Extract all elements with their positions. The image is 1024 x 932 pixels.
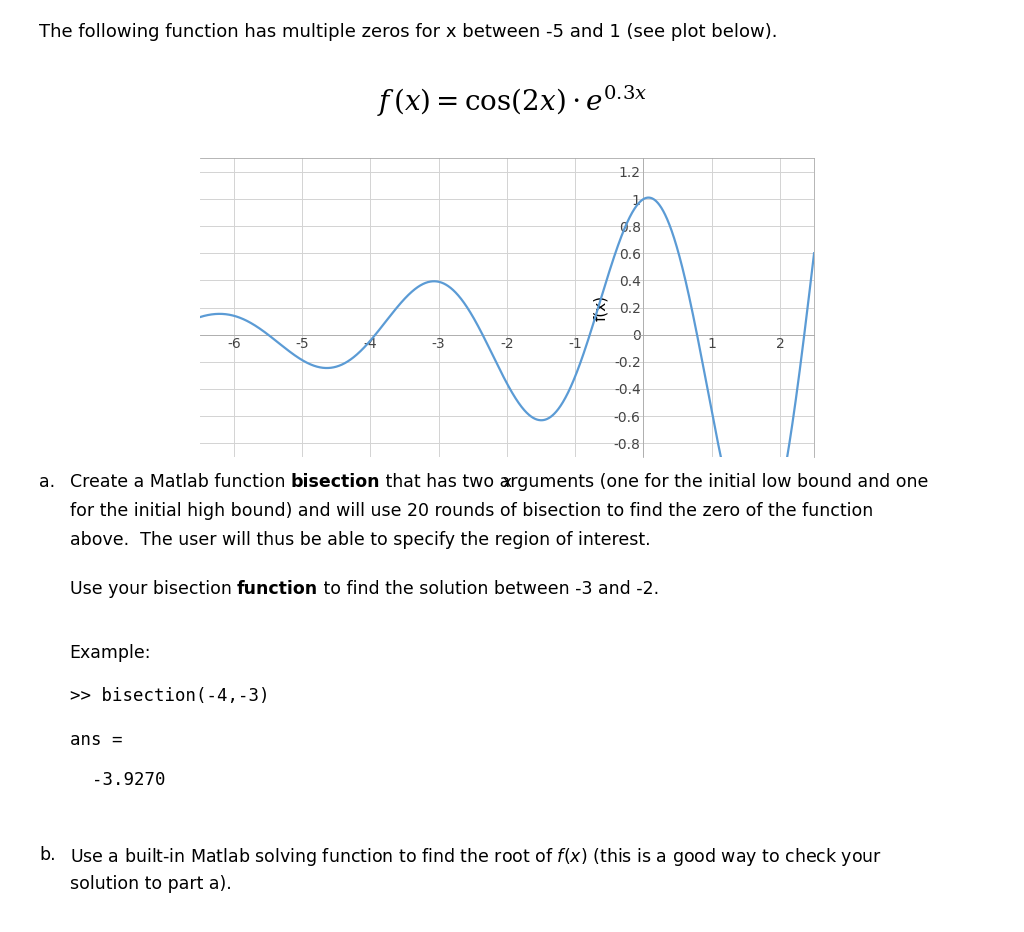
Text: ans =: ans = <box>70 731 122 748</box>
Text: bisection: bisection <box>291 473 380 491</box>
Text: Use a built-in Matlab solving function to find the root of $f(x)$ (this is a goo: Use a built-in Matlab solving function t… <box>70 846 882 869</box>
Text: that has two arguments (one for the initial low bound and one: that has two arguments (one for the init… <box>380 473 929 491</box>
Text: The following function has multiple zeros for x between -5 and 1 (see plot below: The following function has multiple zero… <box>39 23 777 41</box>
Text: $f\,(x) = \cos(2x) \cdot e^{0.3x}$: $f\,(x) = \cos(2x) \cdot e^{0.3x}$ <box>377 84 647 119</box>
Text: to find the solution between -3 and -2.: to find the solution between -3 and -2. <box>318 581 659 598</box>
Text: b.: b. <box>39 846 55 864</box>
Text: solution to part a).: solution to part a). <box>70 875 231 893</box>
Text: a.: a. <box>39 473 55 491</box>
Text: Create a Matlab function: Create a Matlab function <box>70 473 291 491</box>
Y-axis label: f(x): f(x) <box>593 295 608 321</box>
X-axis label: x: x <box>503 474 511 489</box>
Text: above.  The user will thus be able to specify the region of interest.: above. The user will thus be able to spe… <box>70 531 650 549</box>
Text: function: function <box>237 581 318 598</box>
Text: >> bisection(-4,-3): >> bisection(-4,-3) <box>70 687 269 706</box>
Text: -3.9270: -3.9270 <box>92 771 166 789</box>
Text: for the initial high bound) and will use 20 rounds of bisection to find the zero: for the initial high bound) and will use… <box>70 502 872 520</box>
Text: Use your bisection: Use your bisection <box>70 581 237 598</box>
Text: Example:: Example: <box>70 644 152 662</box>
